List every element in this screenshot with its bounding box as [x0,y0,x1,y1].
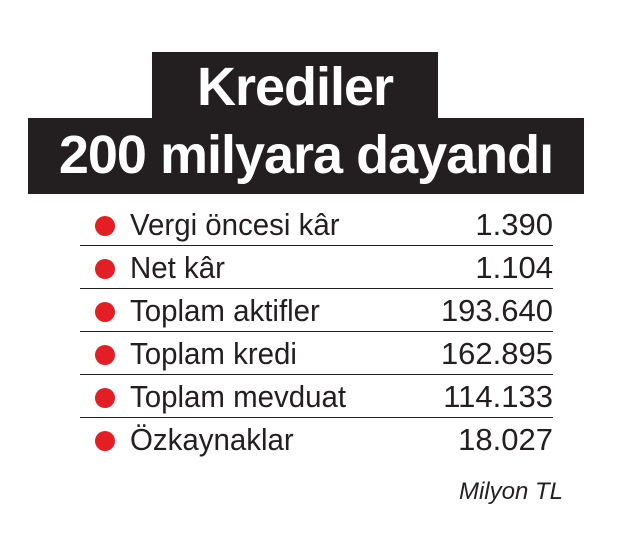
row-value: 18.027 [458,422,553,457]
table-row: Özkaynaklar 18.027 [80,418,553,460]
row-value: 162.895 [440,336,553,371]
table-row: Net kâr 1.104 [80,246,553,289]
row-label: Özkaynaklar [130,422,294,457]
bullet-icon [95,302,115,322]
row-label: Net kâr [130,250,225,285]
row-value: 114.133 [443,379,553,414]
bullet-icon [95,345,115,365]
table-row: Toplam kredi 162.895 [80,332,553,375]
table-row: Vergi öncesi kâr 1.390 [80,203,553,246]
table-row: Toplam aktifler 193.640 [80,289,553,332]
bullet-icon [95,431,115,451]
data-table: Vergi öncesi kâr 1.390 Net kâr 1.104 Toplam … [80,203,553,460]
bullet-icon [95,388,115,408]
title-line-2: 200 milyara dayandı [28,118,584,194]
row-label: Toplam aktifler [130,293,320,328]
unit-label: Milyon TL [458,478,563,505]
row-value: 1.104 [475,250,553,285]
row-value: 193.640 [440,293,553,328]
row-label: Toplam mevduat [130,379,347,414]
bullet-icon [95,216,115,236]
row-value: 1.390 [475,207,553,242]
bullet-icon [95,259,115,279]
row-label: Vergi öncesi kâr [130,207,340,242]
row-label: Toplam kredi [130,336,297,371]
table-row: Toplam mevduat 114.133 [80,375,553,418]
title-line-1: Krediler [152,52,438,119]
